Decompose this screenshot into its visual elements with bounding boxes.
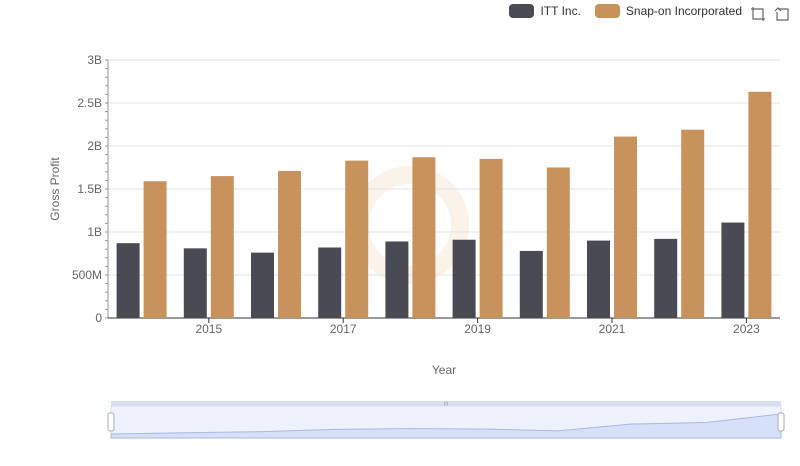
legend-swatch-itt	[509, 4, 535, 18]
y-tick-label: 1B	[87, 225, 102, 239]
y-tick-label: 2.5B	[77, 96, 102, 110]
bar-snapon-2016	[278, 170, 301, 318]
bar-snapon-2019	[479, 158, 503, 318]
bar-snapon-2018	[412, 157, 436, 318]
zoom-slider-preview	[110, 413, 782, 439]
bar-snapon-2020	[546, 167, 570, 318]
zoom-handle-left[interactable]	[107, 412, 115, 432]
bar-snapon-2014	[143, 181, 167, 318]
x-tick-label: 2019	[464, 322, 491, 336]
bar-itt-2015	[183, 248, 207, 318]
legend-label-snapon: Snap-on Incorporated	[625, 4, 742, 18]
y-tick-label: 1.5B	[77, 182, 102, 196]
legend-item-itt[interactable]: ITT Inc.	[509, 4, 581, 18]
x-tick-label: 2021	[599, 322, 626, 336]
x-tick-label: 2017	[330, 322, 357, 336]
x-tick-label: 2015	[195, 322, 222, 336]
y-tick-label: 0	[95, 311, 102, 325]
bar-itt-2023	[721, 222, 745, 318]
legend-label-itt: ITT Inc.	[540, 4, 581, 18]
legend: ITT Inc. Snap-on Incorporated	[509, 4, 742, 18]
bar-itt-2022	[654, 238, 678, 318]
toolbox	[750, 6, 790, 22]
bar-itt-2017	[318, 247, 342, 318]
watermark-logo	[351, 166, 469, 284]
bar-snapon-2022	[681, 129, 705, 318]
restore-icon[interactable]	[774, 6, 790, 22]
bar-itt-2016	[251, 252, 274, 318]
y-tick-label: 500M	[72, 268, 102, 282]
legend-item-snapon[interactable]: Snap-on Incorporated	[594, 4, 742, 18]
bar-snapon-2023	[748, 91, 772, 318]
x-axis-title: Year	[432, 363, 456, 377]
x-tick-label: 2023	[733, 322, 760, 336]
bar-itt-2014	[116, 243, 140, 318]
bar-snapon-2017	[345, 160, 369, 318]
bar-itt-2021	[587, 240, 610, 318]
bar-snapon-2021	[614, 136, 637, 318]
zoom-slider-bar	[111, 401, 781, 407]
y-tick-label: 3B	[87, 53, 102, 67]
zoom-handle-right[interactable]	[777, 412, 785, 432]
zoom-slider-grip: |||	[444, 402, 449, 408]
bar-itt-2019	[452, 239, 476, 318]
legend-swatch-snapon	[594, 4, 620, 18]
y-tick-label: 2B	[87, 139, 102, 153]
bar-itt-2020	[519, 250, 543, 318]
y-axis-title: Gross Profit	[48, 157, 62, 221]
bar-itt-2018	[385, 241, 409, 318]
zoom-icon[interactable]	[750, 6, 766, 22]
bar-snapon-2015	[210, 176, 234, 318]
